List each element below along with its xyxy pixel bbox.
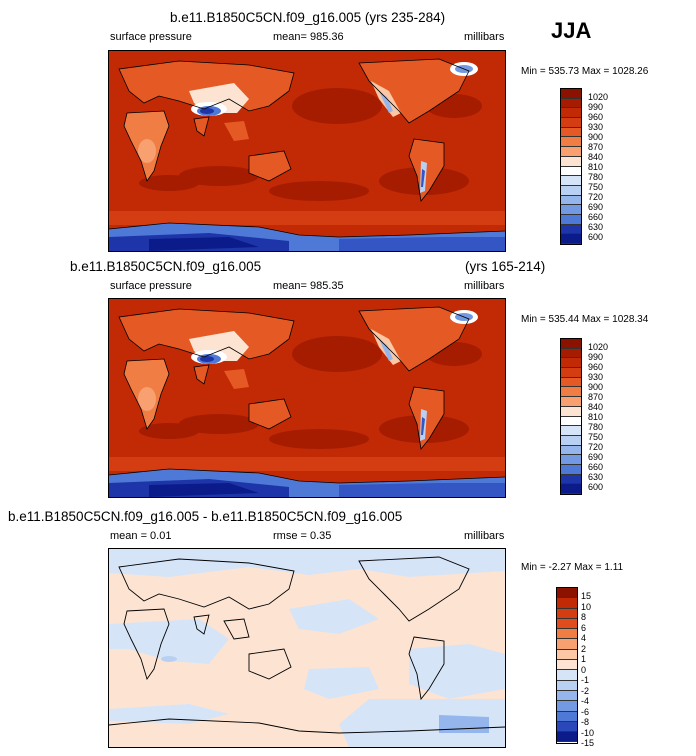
panel1-map-svg xyxy=(109,51,505,251)
colorbar-tick-label: 990 xyxy=(588,102,604,112)
colorbar-tick-label: 960 xyxy=(588,112,604,122)
panel2-title: b.e11.B1850C5CN.f09_g16.005 xyxy=(70,259,262,274)
colorbar-tick-label: -4 xyxy=(581,696,590,706)
colorbar-tick-label: 780 xyxy=(588,172,604,182)
colorbar-tick-label: 870 xyxy=(588,142,604,152)
panel1-map xyxy=(108,50,506,252)
colorbar-tick-label: 930 xyxy=(588,122,604,132)
colorbar-tick-label: 630 xyxy=(588,222,604,232)
panel3-map-svg xyxy=(109,549,505,747)
colorbar-tick-label: 10 xyxy=(581,601,592,612)
panel2-colorbar xyxy=(560,338,582,495)
panel3-rmse-label: rmse = 0.35 xyxy=(273,530,332,542)
colorbar-tick-label: 8 xyxy=(581,612,587,622)
panel1-minmax: Min = 535.73 Max = 1028.26 xyxy=(521,66,649,77)
colorbar-tick-label: 840 xyxy=(588,152,604,162)
panel1-variable-label: surface pressure xyxy=(110,31,192,43)
panel2-years: (yrs 165-214) xyxy=(465,259,546,274)
panel2-map-svg xyxy=(109,299,505,497)
colorbar-tick-label: 780 xyxy=(588,422,604,432)
colorbar-tick-label: 750 xyxy=(588,432,604,442)
colorbar-tick-label: 690 xyxy=(588,202,604,212)
panel2-mean-label: mean= 985.35 xyxy=(273,280,344,292)
panel3-units-label: millibars xyxy=(464,530,505,542)
panel3-colorbar xyxy=(556,587,578,744)
panel1-colorbar xyxy=(560,88,582,245)
panel2-minmax: Min = 535.44 Max = 1028.34 xyxy=(521,314,649,325)
colorbar-tick-label: -6 xyxy=(581,706,590,717)
colorbar-tick-label: 930 xyxy=(588,372,604,382)
colorbar-tick-label: 1020 xyxy=(588,342,609,352)
panel1-title: b.e11.B1850C5CN.f09_g16.005 (yrs 235-284… xyxy=(170,10,446,25)
colorbar-tick-label: 720 xyxy=(588,442,604,452)
colorbar-tick-label: 990 xyxy=(588,352,604,362)
colorbar-tick-label: 600 xyxy=(588,232,604,242)
panel3-mean-label: mean = 0.01 xyxy=(110,530,172,542)
colorbar-tick-label: -8 xyxy=(581,717,590,727)
season-label: JJA xyxy=(551,18,592,43)
colorbar-tick-label: 840 xyxy=(588,402,604,412)
panel2-map xyxy=(108,298,506,498)
colorbar-tick-label: 1 xyxy=(581,654,587,664)
colorbar-tick-label: 15 xyxy=(581,591,592,601)
colorbar-tick-label: -10 xyxy=(581,727,595,738)
panel3-map xyxy=(108,548,506,748)
colorbar-tick-label: -15 xyxy=(581,738,595,748)
colorbar-tick-label: 900 xyxy=(588,132,604,142)
colorbar-tick-label: 720 xyxy=(588,192,604,202)
colorbar-tick-label: 810 xyxy=(588,162,604,172)
colorbar-tick-label: 0 xyxy=(581,664,587,675)
colorbar-tick-label: -1 xyxy=(581,675,590,685)
colorbar-tick-label: 4 xyxy=(581,633,587,643)
colorbar-tick-label: 1020 xyxy=(588,92,609,102)
colorbar-tick-label: 750 xyxy=(588,182,604,192)
panel1-mean-label: mean= 985.36 xyxy=(273,31,344,43)
colorbar-tick-label: 870 xyxy=(588,392,604,402)
colorbar-tick-label: 810 xyxy=(588,412,604,422)
panel1-units-label: millibars xyxy=(464,31,505,43)
panel3-minmax: Min = -2.27 Max = 1.11 xyxy=(521,562,624,573)
colorbar-tick-label: 2 xyxy=(581,643,587,654)
colorbar-tick-label: 660 xyxy=(588,212,604,222)
colorbar-tick-label: 960 xyxy=(588,362,604,372)
panel3-title: b.e11.B1850C5CN.f09_g16.005 - b.e11.B185… xyxy=(8,509,403,524)
colorbar-tick-label: -2 xyxy=(581,685,590,696)
colorbar-tick-label: 900 xyxy=(588,382,604,392)
colorbar-tick-label: 690 xyxy=(588,452,604,462)
panel2-variable-label: surface pressure xyxy=(110,280,192,292)
panel2-units-label: millibars xyxy=(464,280,505,292)
colorbar-tick-label: 600 xyxy=(588,482,604,492)
colorbar-tick-label: 6 xyxy=(581,622,587,633)
colorbar-tick-label: 660 xyxy=(588,462,604,472)
colorbar-tick-label: 630 xyxy=(588,472,604,482)
